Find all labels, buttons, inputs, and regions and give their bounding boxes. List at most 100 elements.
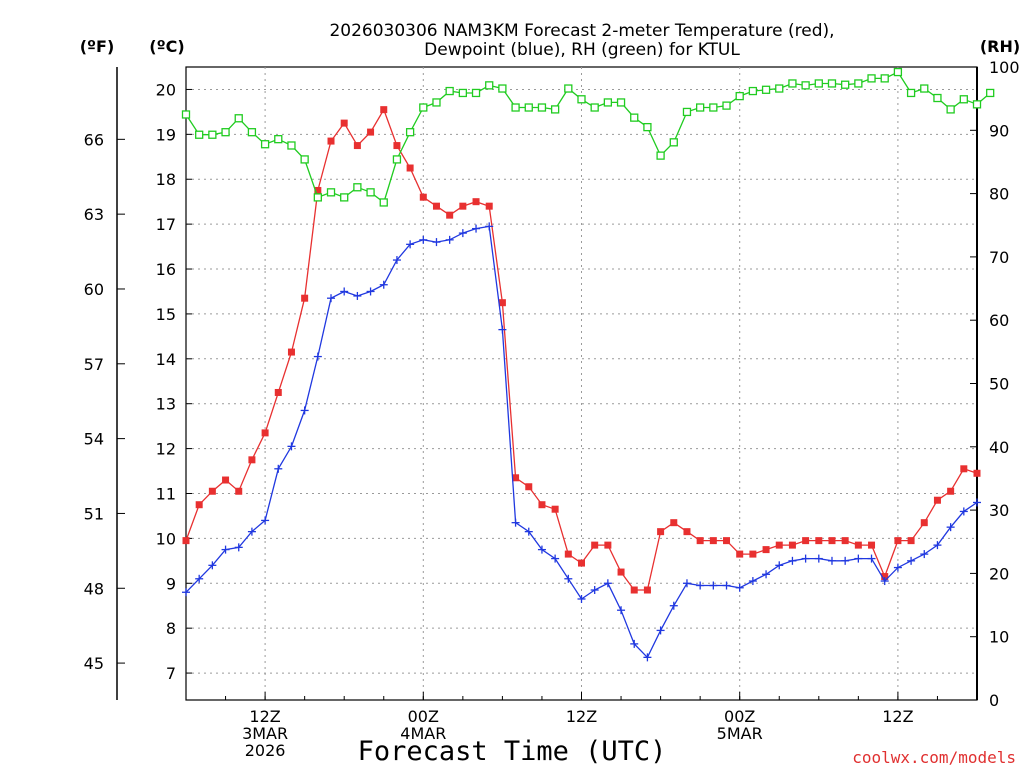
rh-tick-label: 10 (989, 628, 1009, 647)
time-tick-label: 00Z (724, 707, 755, 726)
rh-point (959, 95, 968, 104)
dewpoint-point (893, 563, 902, 572)
rh-tick-label: 30 (989, 501, 1009, 520)
rh-point (709, 103, 718, 112)
celsius-axis: 7 8 9 10 11 12 13 14 15 16 17 18 19 20 (156, 80, 192, 683)
temperature-point (960, 465, 968, 473)
celsius-tick-label: 19 (156, 125, 176, 144)
rh-tick-label: 20 (989, 564, 1009, 583)
dewpoint-line (185, 225, 978, 659)
series-layer (181, 67, 995, 662)
rh-point (498, 84, 507, 93)
celsius-tick-label: 14 (156, 350, 176, 369)
celsius-tick-label: 15 (156, 305, 176, 324)
temperature-point (538, 501, 546, 509)
temperature-point (670, 519, 678, 527)
dewpoint-point (261, 516, 270, 525)
rh-point (946, 105, 955, 114)
temperature-point (762, 546, 770, 554)
temperature-point (736, 550, 744, 558)
temperature-point (380, 106, 388, 114)
rh-point (933, 93, 942, 103)
dewpoint-point (313, 352, 322, 361)
temperature-point (301, 294, 309, 302)
dewpoint-point (880, 577, 889, 586)
celsius-tick-label: 16 (156, 260, 176, 279)
dewpoint-point (247, 527, 256, 536)
rh-point (577, 95, 586, 104)
rh-point (827, 79, 837, 88)
dewpoint-point (577, 594, 586, 603)
dewpoint-point (603, 579, 612, 588)
temperature-point (815, 537, 823, 545)
dewpoint-point (472, 224, 481, 233)
dewpoint-point (933, 541, 942, 550)
fahrenheit-axis: 45 48 51 54 57 60 63 66 (84, 130, 125, 673)
rh-point (247, 128, 257, 137)
rh-point (616, 98, 626, 107)
dewpoint-point (419, 235, 428, 244)
rh-point (669, 138, 678, 147)
temperature-point (235, 487, 243, 495)
temperature-point (314, 186, 322, 194)
dewpoint-point (195, 574, 204, 583)
dewpoint-point (617, 606, 626, 615)
x-axis-label: Forecast Time (UTC) (358, 736, 667, 767)
dewpoint-point (722, 581, 731, 590)
celsius-tick-label: 13 (156, 395, 176, 414)
rh-point (801, 81, 810, 90)
temperature-point (512, 474, 520, 482)
dewpoint-point (327, 294, 336, 303)
rh-point (630, 113, 639, 122)
dewpoint-point (432, 238, 441, 247)
rh-point (379, 198, 388, 207)
celsius-tick-label: 8 (166, 619, 176, 638)
dewpoint-point (392, 256, 401, 265)
rh-point (972, 100, 982, 109)
temperature-point (617, 568, 625, 576)
dewpoint-point (340, 287, 349, 296)
rh-point (696, 103, 705, 112)
rh-point (906, 88, 916, 98)
rh-point (748, 86, 758, 96)
time-tick-label: 00Z (408, 707, 439, 726)
temperature-point (868, 541, 876, 549)
rh-point (854, 79, 863, 88)
rh-point (893, 67, 903, 77)
rh-point (841, 80, 850, 89)
temperature-point (472, 198, 480, 206)
celsius-tick-label: 10 (156, 529, 176, 548)
temperature-point (393, 142, 401, 150)
rh-axis: 0 10 20 30 40 50 60 70 80 90 100 (970, 58, 1020, 710)
temperature-point (604, 541, 612, 549)
rh-point (788, 79, 797, 88)
fahrenheit-tick-label: 57 (84, 355, 104, 374)
rh-point (814, 79, 823, 88)
rh-point (537, 103, 547, 112)
time-tick-label: 5MAR (717, 724, 763, 743)
temperature-point (907, 537, 915, 545)
dewpoint-point (630, 639, 639, 648)
rh-point (880, 74, 889, 83)
temperature-point (709, 537, 717, 545)
rh-point (274, 135, 283, 144)
dewpoint-point (551, 554, 560, 563)
rh-tick-label: 0 (989, 691, 999, 710)
rh-point (471, 88, 481, 98)
dewpoint-point (564, 574, 573, 583)
temperature-point (788, 541, 796, 549)
rh-point (643, 122, 652, 132)
dewpoint-point (537, 545, 546, 554)
rh-point (590, 103, 599, 112)
rh-point (564, 84, 573, 93)
dewpoint-point (234, 543, 243, 552)
rh-point (300, 155, 309, 164)
rh-point (524, 103, 533, 112)
dewpoint-point (498, 325, 507, 334)
temperature-point (498, 299, 506, 307)
rh-point (682, 107, 692, 117)
celsius-tick-label: 18 (156, 170, 176, 189)
rh-point (867, 74, 876, 83)
